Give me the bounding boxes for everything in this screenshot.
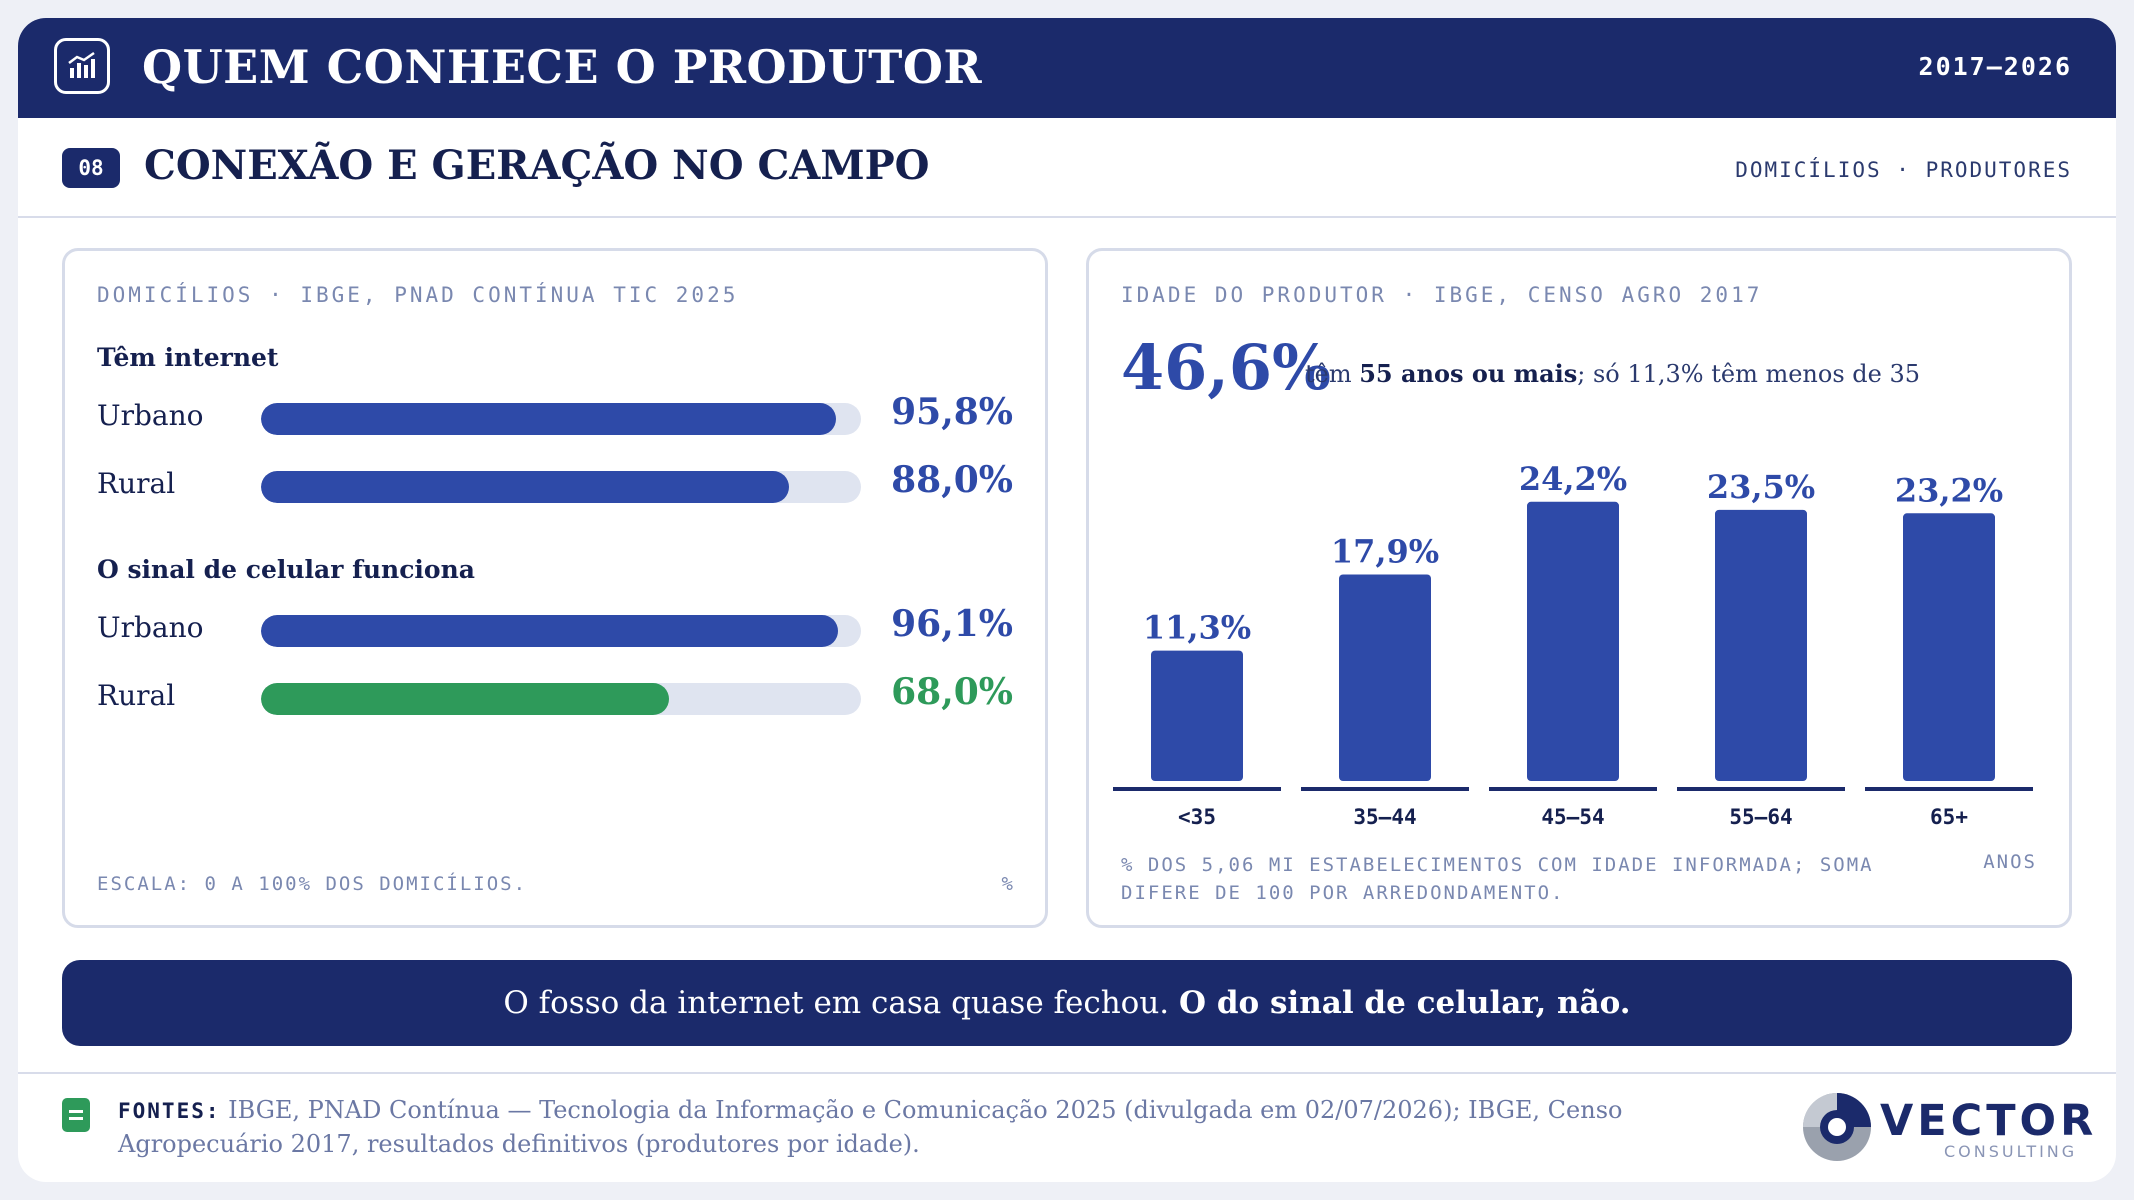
header-bar: QUEM CONHECE O PRODUTOR 2017–2026 [18,18,2116,118]
chart-bars-icon [54,38,110,94]
value-internet-rural: 88,0% [891,459,1013,501]
x-tick-label: 55–64 [1729,805,1792,829]
row-label-internet-urbano: Urbano [97,399,204,432]
value-celular-urbano: 96,1% [891,603,1013,645]
scale-note: ESCALA: 0 A 100% DOS DOMICÍLIOS. [97,873,528,895]
group-title-internet: Têm internet [97,343,279,372]
age-bar-value-label: 23,2% [1895,471,2003,509]
age-bar-value-label: 17,9% [1331,532,1439,570]
panel-heading: IDADE DO PRODUTOR · IBGE, CENSO AGRO 201… [1121,283,1763,307]
year-range: 2017–2026 [1918,52,2072,81]
producer-age-panel: IDADE DO PRODUTOR · IBGE, CENSO AGRO 201… [1086,248,2072,928]
age-bar [1339,574,1431,781]
row-label-celular-rural: Rural [97,679,176,712]
x-tick-label: 45–54 [1541,805,1604,829]
value-internet-urbano: 95,8% [891,391,1013,433]
age-bar [1715,509,1807,781]
age-bar-value-label: 11,3% [1143,609,1251,647]
unit-label: % [1001,873,1013,895]
row-label-internet-rural: Rural [97,467,176,500]
banner-bold-text: O do sinal de celular, não. [1179,985,1631,1021]
caption-text: ; só 11,3% têm menos de 35 [1577,360,1921,388]
caption-text: têm [1305,360,1360,388]
headline-stat: 46,6% [1121,331,1331,404]
brand-name: VECTOR [1880,1096,2098,1146]
divider [18,1072,2116,1074]
key-message-banner: O fosso da internet em casa quase fechou… [62,960,2072,1046]
panel-heading: DOMICÍLIOS · IBGE, PNAD CONTÍNUA TIC 202… [97,283,739,307]
axis-unit-label: ANOS [1983,851,2037,873]
section-number-badge: 08 [62,148,120,188]
age-bar [1151,650,1243,781]
sources-label: FONTES: [118,1099,221,1123]
bar-celular-urbano [261,615,838,647]
x-tick-label: <35 [1178,805,1216,829]
age-bar-value-label: 23,5% [1707,468,1815,506]
bar-track [261,471,861,503]
bar-celular-rural [261,683,669,715]
age-bar [1527,501,1619,781]
x-tick-label: 35–44 [1353,805,1416,829]
value-celular-rural: 68,0% [891,671,1013,713]
headline-caption: têm 55 anos ou mais; só 11,3% têm menos … [1305,359,1920,388]
bar-internet-rural [261,471,789,503]
households-panel: DOMICÍLIOS · IBGE, PNAD CONTÍNUA TIC 202… [62,248,1048,928]
age-bar-chart: 11,3% <35 17,9% 35–44 24,2% 45–54 23,5% 55–64 23… [1113,460,2033,829]
sources-note: FONTES: IBGE, PNAD Contínua — Tecnologia… [118,1094,1758,1161]
banner-text: O fosso da internet em casa quase fechou… [503,985,1180,1021]
brand-subtitle: CONSULTING [1944,1142,2078,1161]
row-label-celular-urbano: Urbano [97,611,204,644]
bar-internet-urbano [261,403,836,435]
group-title-celular: O sinal de celular funciona [97,555,475,584]
source-icon [62,1098,90,1132]
section-tags: DOMICÍLIOS · PRODUTORES [1735,158,2072,182]
vector-logo-icon [1803,1093,1871,1161]
chart-footnote: % DOS 5,06 MI ESTABELECIMENTOS COM IDADE… [1121,854,1874,904]
page-title: QUEM CONHECE O PRODUTOR [142,40,983,94]
section-title: CONEXÃO E GERAÇÃO NO CAMPO [144,142,930,189]
sources-text: IBGE, PNAD Contínua — Tecnologia da Info… [118,1096,1623,1158]
page-card: QUEM CONHECE O PRODUTOR 2017–2026 08 CON… [18,18,2116,1182]
x-tick-label: 65+ [1930,805,1968,829]
caption-bold: 55 anos ou mais [1359,359,1578,388]
bar-track [261,683,861,715]
age-bar [1903,513,1995,781]
bar-track [261,615,861,647]
divider [18,216,2116,218]
age-bar-value-label: 24,2% [1519,460,1627,498]
bar-track [261,403,861,435]
